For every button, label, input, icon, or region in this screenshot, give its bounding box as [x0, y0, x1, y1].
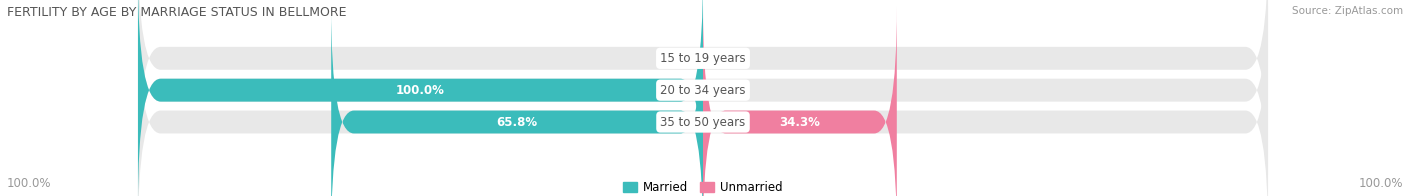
Text: 20 to 34 years: 20 to 34 years — [661, 84, 745, 97]
Text: 15 to 19 years: 15 to 19 years — [661, 52, 745, 65]
Text: FERTILITY BY AGE BY MARRIAGE STATUS IN BELLMORE: FERTILITY BY AGE BY MARRIAGE STATUS IN B… — [7, 6, 346, 19]
FancyBboxPatch shape — [138, 0, 1268, 196]
FancyBboxPatch shape — [138, 6, 1268, 196]
Text: 0.0%: 0.0% — [662, 52, 692, 65]
Text: Source: ZipAtlas.com: Source: ZipAtlas.com — [1292, 6, 1403, 16]
FancyBboxPatch shape — [332, 6, 703, 196]
FancyBboxPatch shape — [138, 0, 1268, 174]
Text: 0.0%: 0.0% — [714, 52, 744, 65]
Text: 35 to 50 years: 35 to 50 years — [661, 115, 745, 129]
Text: 100.0%: 100.0% — [7, 177, 52, 190]
Legend: Married, Unmarried: Married, Unmarried — [619, 176, 787, 196]
Text: 65.8%: 65.8% — [496, 115, 537, 129]
Text: 100.0%: 100.0% — [396, 84, 444, 97]
Text: 0.0%: 0.0% — [714, 84, 744, 97]
FancyBboxPatch shape — [138, 0, 703, 196]
Text: 34.3%: 34.3% — [779, 115, 820, 129]
FancyBboxPatch shape — [703, 6, 897, 196]
Text: 100.0%: 100.0% — [1358, 177, 1403, 190]
